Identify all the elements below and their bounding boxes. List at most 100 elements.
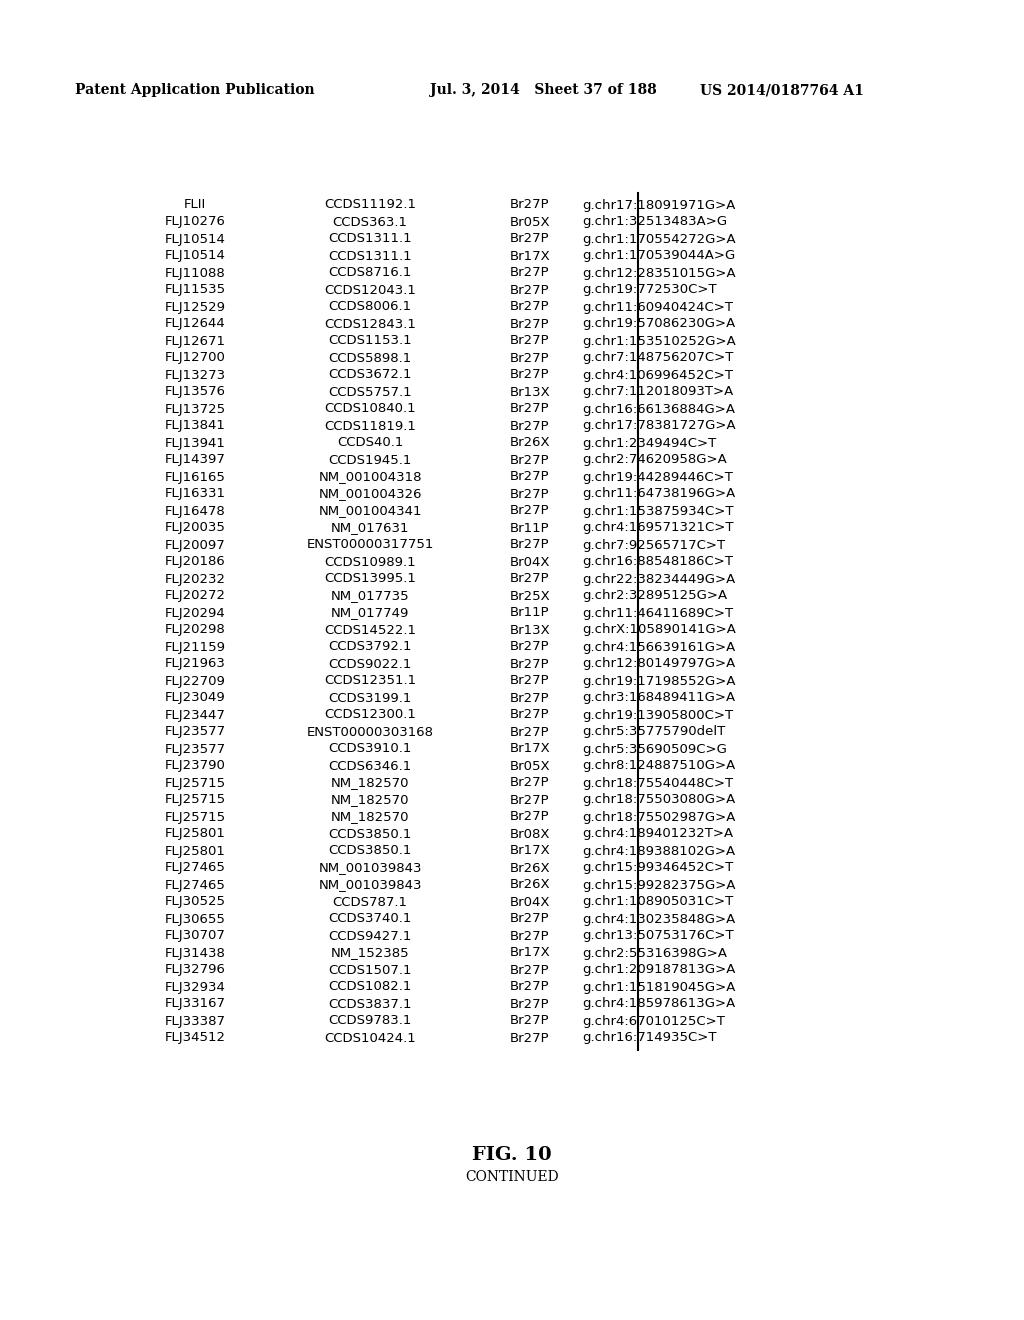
Text: NM_001004326: NM_001004326 xyxy=(318,487,422,500)
Text: g.chr3:168489411G>A: g.chr3:168489411G>A xyxy=(582,692,735,705)
Text: g.chr11:60940424C>T: g.chr11:60940424C>T xyxy=(582,301,733,314)
Text: CCDS12351.1: CCDS12351.1 xyxy=(324,675,416,688)
Text: NM_017749: NM_017749 xyxy=(331,606,410,619)
Text: g.chr11:46411689C>T: g.chr11:46411689C>T xyxy=(582,606,733,619)
Text: CCDS363.1: CCDS363.1 xyxy=(333,215,408,228)
Text: CCDS11192.1: CCDS11192.1 xyxy=(324,198,416,211)
Text: CCDS5898.1: CCDS5898.1 xyxy=(329,351,412,364)
Text: CCDS1311.1: CCDS1311.1 xyxy=(328,232,412,246)
Text: FLJ16478: FLJ16478 xyxy=(165,504,225,517)
Text: g.chr19:17198552G>A: g.chr19:17198552G>A xyxy=(582,675,735,688)
Text: FLJ20232: FLJ20232 xyxy=(165,573,225,586)
Text: Br05X: Br05X xyxy=(510,215,550,228)
Text: g.chr2:55316398G>A: g.chr2:55316398G>A xyxy=(582,946,727,960)
Text: g.chr11:64738196G>A: g.chr11:64738196G>A xyxy=(582,487,735,500)
Text: Br25X: Br25X xyxy=(510,590,550,602)
Text: g.chr1:32513483A>G: g.chr1:32513483A>G xyxy=(582,215,727,228)
Text: CCDS3672.1: CCDS3672.1 xyxy=(329,368,412,381)
Text: Patent Application Publication: Patent Application Publication xyxy=(75,83,314,96)
Text: CCDS1082.1: CCDS1082.1 xyxy=(329,981,412,994)
Text: CCDS1311.1: CCDS1311.1 xyxy=(328,249,412,263)
Text: FLII: FLII xyxy=(184,198,206,211)
Text: NM_182570: NM_182570 xyxy=(331,776,410,789)
Text: NM_001039843: NM_001039843 xyxy=(318,879,422,891)
Text: g.chr1:170539044A>G: g.chr1:170539044A>G xyxy=(582,249,735,263)
Text: FLJ13841: FLJ13841 xyxy=(165,420,225,433)
Text: Br17X: Br17X xyxy=(510,946,550,960)
Text: CCDS9022.1: CCDS9022.1 xyxy=(329,657,412,671)
Text: Br05X: Br05X xyxy=(510,759,550,772)
Text: g.chr18:75503080G>A: g.chr18:75503080G>A xyxy=(582,793,735,807)
Text: CCDS10989.1: CCDS10989.1 xyxy=(325,556,416,569)
Text: Br27P: Br27P xyxy=(510,726,550,738)
Text: NM_182570: NM_182570 xyxy=(331,810,410,824)
Text: CONTINUED: CONTINUED xyxy=(465,1170,559,1184)
Text: CCDS5757.1: CCDS5757.1 xyxy=(328,385,412,399)
Text: CCDS3740.1: CCDS3740.1 xyxy=(329,912,412,925)
Text: NM_001039843: NM_001039843 xyxy=(318,862,422,874)
Text: CCDS3837.1: CCDS3837.1 xyxy=(329,998,412,1011)
Text: Br27P: Br27P xyxy=(510,539,550,552)
Text: Br27P: Br27P xyxy=(510,267,550,280)
Text: FLJ21159: FLJ21159 xyxy=(165,640,225,653)
Text: FLJ27465: FLJ27465 xyxy=(165,862,225,874)
Text: g.chr17:78381727G>A: g.chr17:78381727G>A xyxy=(582,420,735,433)
Text: US 2014/0187764 A1: US 2014/0187764 A1 xyxy=(700,83,864,96)
Text: FIG. 10: FIG. 10 xyxy=(472,1146,552,1164)
Text: CCDS40.1: CCDS40.1 xyxy=(337,437,403,450)
Text: FLJ21963: FLJ21963 xyxy=(165,657,225,671)
Text: g.chr19:44289446C>T: g.chr19:44289446C>T xyxy=(582,470,733,483)
Text: CCDS3199.1: CCDS3199.1 xyxy=(329,692,412,705)
Text: CCDS11819.1: CCDS11819.1 xyxy=(324,420,416,433)
Text: g.chr15:99346452C>T: g.chr15:99346452C>T xyxy=(582,862,733,874)
Text: FLJ20298: FLJ20298 xyxy=(165,623,225,636)
Text: g.chr7:92565717C>T: g.chr7:92565717C>T xyxy=(582,539,725,552)
Text: CCDS10840.1: CCDS10840.1 xyxy=(325,403,416,416)
Text: g.chr1:153510252G>A: g.chr1:153510252G>A xyxy=(582,334,736,347)
Text: g.chr4:67010125C>T: g.chr4:67010125C>T xyxy=(582,1015,725,1027)
Text: Br08X: Br08X xyxy=(510,828,550,841)
Text: FLJ34512: FLJ34512 xyxy=(165,1031,225,1044)
Text: NM_152385: NM_152385 xyxy=(331,946,410,960)
Text: FLJ20272: FLJ20272 xyxy=(165,590,225,602)
Text: CCDS9427.1: CCDS9427.1 xyxy=(329,929,412,942)
Text: CCDS3850.1: CCDS3850.1 xyxy=(329,828,412,841)
Text: g.chr8:124887510G>A: g.chr8:124887510G>A xyxy=(582,759,735,772)
Text: g.chr1:151819045G>A: g.chr1:151819045G>A xyxy=(582,981,735,994)
Text: FLJ25801: FLJ25801 xyxy=(165,828,225,841)
Text: Br26X: Br26X xyxy=(510,437,550,450)
Text: g.chr13:50753176C>T: g.chr13:50753176C>T xyxy=(582,929,733,942)
Text: FLJ20097: FLJ20097 xyxy=(165,539,225,552)
Text: CCDS8716.1: CCDS8716.1 xyxy=(329,267,412,280)
Text: FLJ30525: FLJ30525 xyxy=(165,895,225,908)
Text: g.chr7:112018093T>A: g.chr7:112018093T>A xyxy=(582,385,733,399)
Text: FLJ25715: FLJ25715 xyxy=(165,776,225,789)
Text: FLJ13273: FLJ13273 xyxy=(165,368,225,381)
Text: g.chr1:170554272G>A: g.chr1:170554272G>A xyxy=(582,232,735,246)
Text: g.chr16:714935C>T: g.chr16:714935C>T xyxy=(582,1031,717,1044)
Text: Br27P: Br27P xyxy=(510,470,550,483)
Text: Br27P: Br27P xyxy=(510,1031,550,1044)
Text: Br27P: Br27P xyxy=(510,232,550,246)
Text: FLJ10276: FLJ10276 xyxy=(165,215,225,228)
Text: g.chr4:130235848G>A: g.chr4:130235848G>A xyxy=(582,912,735,925)
Text: Br17X: Br17X xyxy=(510,845,550,858)
Text: g.chr18:75540448C>T: g.chr18:75540448C>T xyxy=(582,776,733,789)
Text: g.chr15:99282375G>A: g.chr15:99282375G>A xyxy=(582,879,735,891)
Text: Br27P: Br27P xyxy=(510,964,550,977)
Text: FLJ16331: FLJ16331 xyxy=(165,487,225,500)
Text: FLJ12644: FLJ12644 xyxy=(165,318,225,330)
Text: FLJ23447: FLJ23447 xyxy=(165,709,225,722)
Text: Br27P: Br27P xyxy=(510,504,550,517)
Text: FLJ30707: FLJ30707 xyxy=(165,929,225,942)
Text: FLJ32934: FLJ32934 xyxy=(165,981,225,994)
Text: CCDS8006.1: CCDS8006.1 xyxy=(329,301,412,314)
Text: g.chr4:189401232T>A: g.chr4:189401232T>A xyxy=(582,828,733,841)
Text: FLJ25801: FLJ25801 xyxy=(165,845,225,858)
Text: Br27P: Br27P xyxy=(510,454,550,466)
Text: FLJ30655: FLJ30655 xyxy=(165,912,225,925)
Text: g.chr19:772530C>T: g.chr19:772530C>T xyxy=(582,284,717,297)
Text: FLJ27465: FLJ27465 xyxy=(165,879,225,891)
Text: NM_017735: NM_017735 xyxy=(331,590,410,602)
Text: Br27P: Br27P xyxy=(510,981,550,994)
